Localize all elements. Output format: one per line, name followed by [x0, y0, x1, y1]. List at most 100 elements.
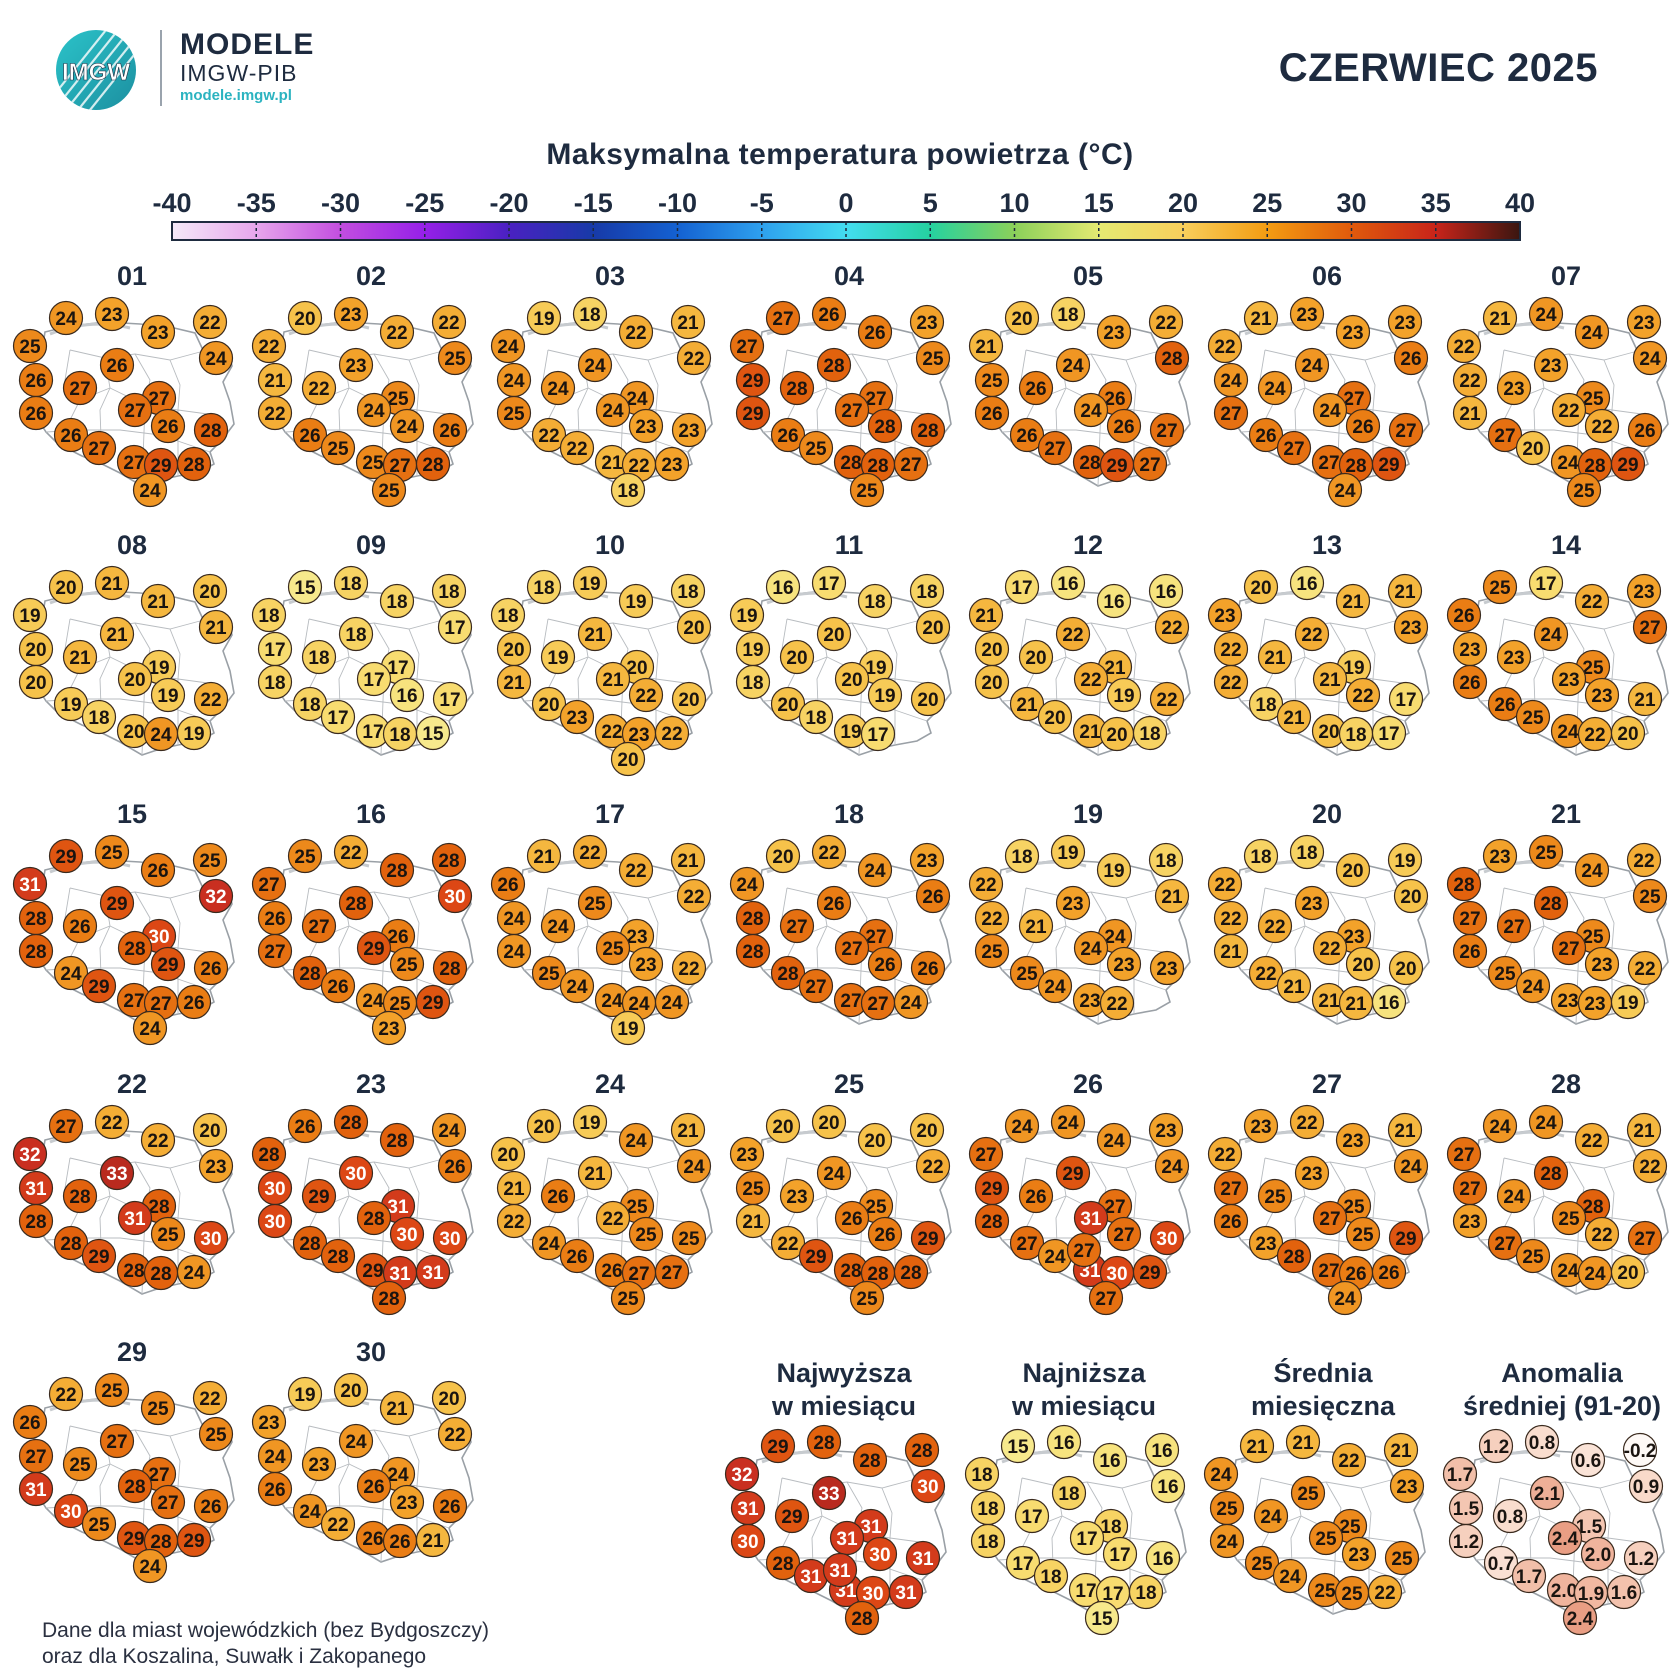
city-value: 20 — [538, 695, 559, 716]
city-marker — [811, 1104, 847, 1140]
city-marker — [1387, 842, 1423, 878]
city-value: 24 — [1264, 379, 1286, 400]
city-marker — [849, 472, 885, 508]
city-value: 29 — [767, 1437, 788, 1458]
city-marker — [526, 838, 562, 874]
city-value: 31 — [836, 1529, 858, 1550]
city-marker — [94, 1372, 130, 1408]
city-value: 26 — [183, 993, 204, 1014]
city-value: 21 — [1104, 658, 1126, 679]
city-value: 17 — [1076, 1529, 1097, 1550]
city-marker — [1149, 1220, 1185, 1256]
city-value: 22 — [1584, 725, 1605, 746]
city-marker — [1562, 1600, 1598, 1636]
city-marker — [431, 842, 467, 878]
day-label: 20 — [1312, 799, 1342, 829]
city-value: 18 — [497, 606, 518, 627]
city-value: 26 — [439, 421, 460, 442]
city-marker — [1452, 1203, 1488, 1239]
city-marker — [99, 1155, 135, 1191]
city-marker — [94, 834, 130, 870]
city-marker — [779, 370, 815, 406]
city-value: 24 — [1400, 1157, 1422, 1178]
city-value: 28 — [859, 1451, 880, 1472]
city-marker — [99, 347, 135, 383]
city-marker — [765, 838, 801, 874]
city-marker — [251, 866, 287, 902]
city-marker — [676, 340, 712, 376]
city-value: 27 — [1503, 917, 1524, 938]
city-marker — [729, 597, 765, 633]
city-marker — [1487, 686, 1523, 722]
city-value: 21 — [742, 1212, 764, 1233]
city-value: 26 — [362, 1529, 383, 1550]
city-marker — [1014, 1498, 1050, 1534]
city-marker — [356, 930, 392, 966]
city-value: 27 — [1220, 404, 1241, 425]
city-marker — [760, 1428, 796, 1464]
city-value: 31 — [387, 1197, 409, 1218]
city-value: 27 — [1494, 1234, 1515, 1255]
city-value: 29 — [1378, 455, 1399, 476]
city-value: 25 — [389, 994, 411, 1015]
city-marker — [676, 878, 712, 914]
brand-url[interactable]: modele.imgw.pl — [180, 87, 292, 104]
city-marker — [1345, 408, 1381, 444]
city-value: 22 — [1156, 690, 1177, 711]
city-marker — [81, 1238, 117, 1274]
city-marker — [1088, 1280, 1124, 1316]
city-value: 18 — [1139, 724, 1160, 745]
city-marker — [1154, 1148, 1190, 1184]
city-value: 24 — [396, 417, 418, 438]
day-label: 08 — [117, 530, 147, 560]
city-marker — [974, 664, 1010, 700]
city-marker — [192, 1380, 228, 1416]
city-marker — [48, 838, 84, 874]
city-marker — [379, 314, 415, 350]
city-value: 24 — [183, 1263, 205, 1284]
city-value: 27 — [1634, 1229, 1655, 1250]
city-value: 23 — [308, 1455, 329, 1476]
city-value: 28 — [1283, 1247, 1304, 1268]
city-value: 29 — [123, 1529, 144, 1550]
city-marker — [915, 1148, 951, 1184]
voivodeship-border — [647, 359, 659, 476]
city-marker — [1446, 1136, 1482, 1172]
city-marker — [1009, 417, 1045, 453]
city-value: 29 — [106, 894, 127, 915]
city-marker — [968, 328, 1004, 364]
city-marker — [1487, 417, 1523, 453]
city-value: 18 — [677, 582, 698, 603]
city-value: 17 — [1021, 1507, 1042, 1528]
day-label: 03 — [595, 261, 625, 291]
city-marker — [531, 417, 567, 453]
city-value: 25 — [1251, 1554, 1273, 1575]
city-value: 0.9 — [1633, 1477, 1659, 1498]
city-marker — [816, 347, 852, 383]
city-marker — [1213, 1203, 1249, 1239]
city-marker — [490, 866, 526, 902]
city-value: 19 — [19, 606, 40, 627]
city-value: 20 — [199, 582, 220, 603]
city-marker — [595, 1200, 631, 1236]
city-marker — [862, 1536, 898, 1572]
city-value: 26 — [1104, 389, 1125, 410]
city-value: 24 — [547, 379, 569, 400]
city-marker — [1574, 852, 1610, 888]
city-value: 24 — [299, 1502, 321, 1523]
city-value: 21 — [1246, 1437, 1268, 1458]
city-value: 24 — [1319, 401, 1341, 422]
city-value: 1.5 — [1453, 1499, 1480, 1520]
city-marker — [671, 412, 707, 448]
city-marker — [53, 955, 89, 991]
voivodeship-border — [169, 628, 181, 745]
city-marker — [893, 984, 929, 1020]
city-value: 22 — [1591, 1225, 1612, 1246]
city-value: 30 — [869, 1545, 890, 1566]
city-value: 24 — [1522, 977, 1544, 998]
city-value: 27 — [867, 994, 888, 1015]
city-value: 22 — [538, 426, 559, 447]
city-marker — [1632, 1148, 1668, 1184]
